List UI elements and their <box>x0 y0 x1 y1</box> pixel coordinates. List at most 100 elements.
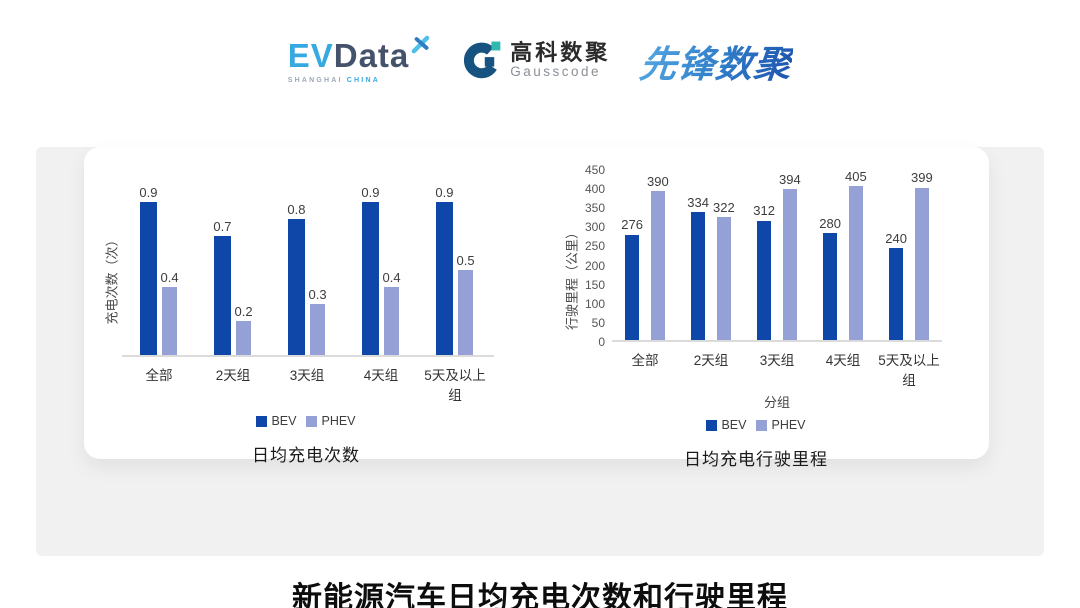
bar <box>213 236 231 355</box>
legend-entry: BEV <box>706 418 746 432</box>
plot-area: 0.9 0.4 0.7 0.2 0.8 0.3 0.9 0.4 0.9 0.5 <box>122 177 494 357</box>
evdata-star-icon <box>411 35 430 54</box>
y-tick-label: 350 <box>584 201 605 216</box>
chart-body: 充电次数（次） 0.9 0.4 0.7 0.2 0.8 0.3 0.9 0.4 0.9 0.5 全部 2… <box>100 177 512 404</box>
bar-value-label: 240 <box>885 230 907 246</box>
y-axis-ticks: 0 50 100 150 200 250 300 350 400 450 <box>582 164 612 348</box>
y-tick-label: 250 <box>584 239 605 254</box>
charts-card: 充电次数（次） 0.9 0.4 0.7 0.2 0.8 0.3 0.9 0.4 0.9 0.5 全部 2… <box>84 147 989 469</box>
x-tick-label: 4天组 <box>825 353 861 368</box>
bar-value-label: 390 <box>647 173 669 189</box>
bar <box>823 232 838 340</box>
bar-with-label: 394 <box>779 170 801 340</box>
bar <box>650 190 665 340</box>
y-tick-label: 400 <box>584 182 605 197</box>
bar <box>782 189 797 340</box>
header-logos: EV Data SHANGHAI CHINA 高科数聚 Gausscode 先锋… <box>0 0 1080 103</box>
legend-entry: PHEV <box>756 418 806 432</box>
bar-value-label: 0.4 <box>382 269 401 285</box>
x-tick-label: 全部 <box>145 368 173 383</box>
bar <box>384 287 400 355</box>
bar-value-label: 280 <box>819 215 841 231</box>
x-tick-label: 4天组 <box>363 368 399 383</box>
bar <box>848 186 863 340</box>
bar-with-label: 0.7 <box>213 177 232 355</box>
x-tick-label: 2天组 <box>693 353 729 368</box>
chart-legend: BEV PHEV <box>100 414 512 428</box>
bar-with-label: 0.2 <box>235 177 253 355</box>
bar <box>435 202 453 355</box>
legend-swatch <box>756 419 768 431</box>
legend-swatch <box>706 419 718 431</box>
bar <box>889 248 904 340</box>
chart-title: 日均充电次数 <box>252 446 360 465</box>
bar-with-label: 334 <box>687 170 709 340</box>
bar-group: 0.9 0.4 <box>122 177 196 355</box>
bar <box>625 234 640 340</box>
bar-group: 280 405 <box>810 169 876 340</box>
legend-label: BEV <box>271 414 297 428</box>
gausscode-g-icon <box>464 41 501 78</box>
bar <box>361 202 379 355</box>
bar-with-label: 0.9 <box>139 177 158 355</box>
chart-daily-charging-times: 充电次数（次） 0.9 0.4 0.7 0.2 0.8 0.3 0.9 0.4 0.9 0.5 全部 2… <box>100 147 512 465</box>
chart-title: 日均充电行驶里程 <box>684 450 828 469</box>
bar <box>914 187 929 340</box>
y-tick-label: 200 <box>584 258 605 273</box>
legend-label: BEV <box>721 418 747 432</box>
bar-with-label: 390 <box>647 170 669 340</box>
bar <box>236 321 252 355</box>
plot-column: 276 390 334 322 312 394 280 405 240 399 全部 2天组 3天组 4天… <box>612 169 942 411</box>
bar-with-label: 312 <box>753 170 775 340</box>
bar-with-label: 276 <box>621 170 643 340</box>
charts-panel: 充电次数（次） 0.9 0.4 0.7 0.2 0.8 0.3 0.9 0.4 0.9 0.5 全部 2… <box>36 147 1044 556</box>
bar-group: 334 322 <box>678 170 744 340</box>
y-axis-label-text: 充电次数（次） <box>104 233 120 325</box>
bar <box>458 270 474 355</box>
bar-group: 276 390 <box>612 170 678 340</box>
bar-with-label: 0.5 <box>457 177 475 355</box>
bar <box>162 287 178 355</box>
bar <box>287 219 305 355</box>
y-tick-label: 450 <box>584 163 605 177</box>
x-axis-title: 分组 <box>763 395 790 410</box>
bar-value-label: 322 <box>713 199 735 215</box>
bar-value-label: 394 <box>779 172 801 188</box>
plot-area: 276 390 334 322 312 394 280 405 240 399 <box>612 169 942 342</box>
bar-value-label: 312 <box>753 203 775 219</box>
bar-value-label: 0.8 <box>287 201 306 217</box>
x-tick-label: 5天及以上组 <box>878 353 940 388</box>
bar <box>716 216 731 340</box>
bar-value-label: 334 <box>687 195 709 211</box>
bar-value-label: 0.4 <box>160 269 179 285</box>
pioneer-logo: 先锋数聚 <box>637 34 795 88</box>
bar-value-label: 0.9 <box>435 184 454 200</box>
bar-group: 0.9 0.4 <box>344 177 418 355</box>
bar-value-label: 405 <box>845 169 867 184</box>
bar-value-label: 0.3 <box>308 286 327 302</box>
y-tick-label: 150 <box>584 277 605 292</box>
page-title: 新能源汽车日均充电次数和行驶里程 <box>292 582 788 608</box>
bar-with-label: 0.3 <box>309 177 327 355</box>
bar <box>757 220 772 340</box>
bar-group: 0.9 0.5 <box>418 177 492 355</box>
y-axis-label: 行驶里程（公里） <box>560 170 582 411</box>
bar-with-label: 0.9 <box>361 177 380 355</box>
bar-group: 240 399 <box>876 170 942 340</box>
gausscode-logo: 高科数聚 Gausscode <box>462 39 610 83</box>
bar <box>691 212 706 340</box>
y-axis-label-text: 行驶里程（公里） <box>564 226 580 331</box>
evdata-logo: EV Data SHANGHAI CHINA <box>287 35 433 84</box>
chart-body: 行驶里程（公里） 0 50 100 150 200 250 300 350 400 450 276 39… <box>560 164 952 411</box>
y-tick-label: 50 <box>591 315 605 330</box>
evdata-wordmark-ev: EV <box>287 37 334 74</box>
legend-entry: PHEV <box>306 414 356 428</box>
bar-with-label: 240 <box>885 170 907 340</box>
legend-swatch <box>306 415 318 427</box>
bar-value-label: 0.9 <box>361 184 380 200</box>
evdata-tagline-shanghai: SHANGHAI <box>287 77 343 84</box>
bar-value-label: 0.7 <box>213 218 232 234</box>
bar-with-label: 0.9 <box>435 177 454 355</box>
x-axis-labels: 全部 2天组 3天组 4天组 5天及以上组 <box>122 357 494 404</box>
bar-with-label: 322 <box>713 170 735 340</box>
